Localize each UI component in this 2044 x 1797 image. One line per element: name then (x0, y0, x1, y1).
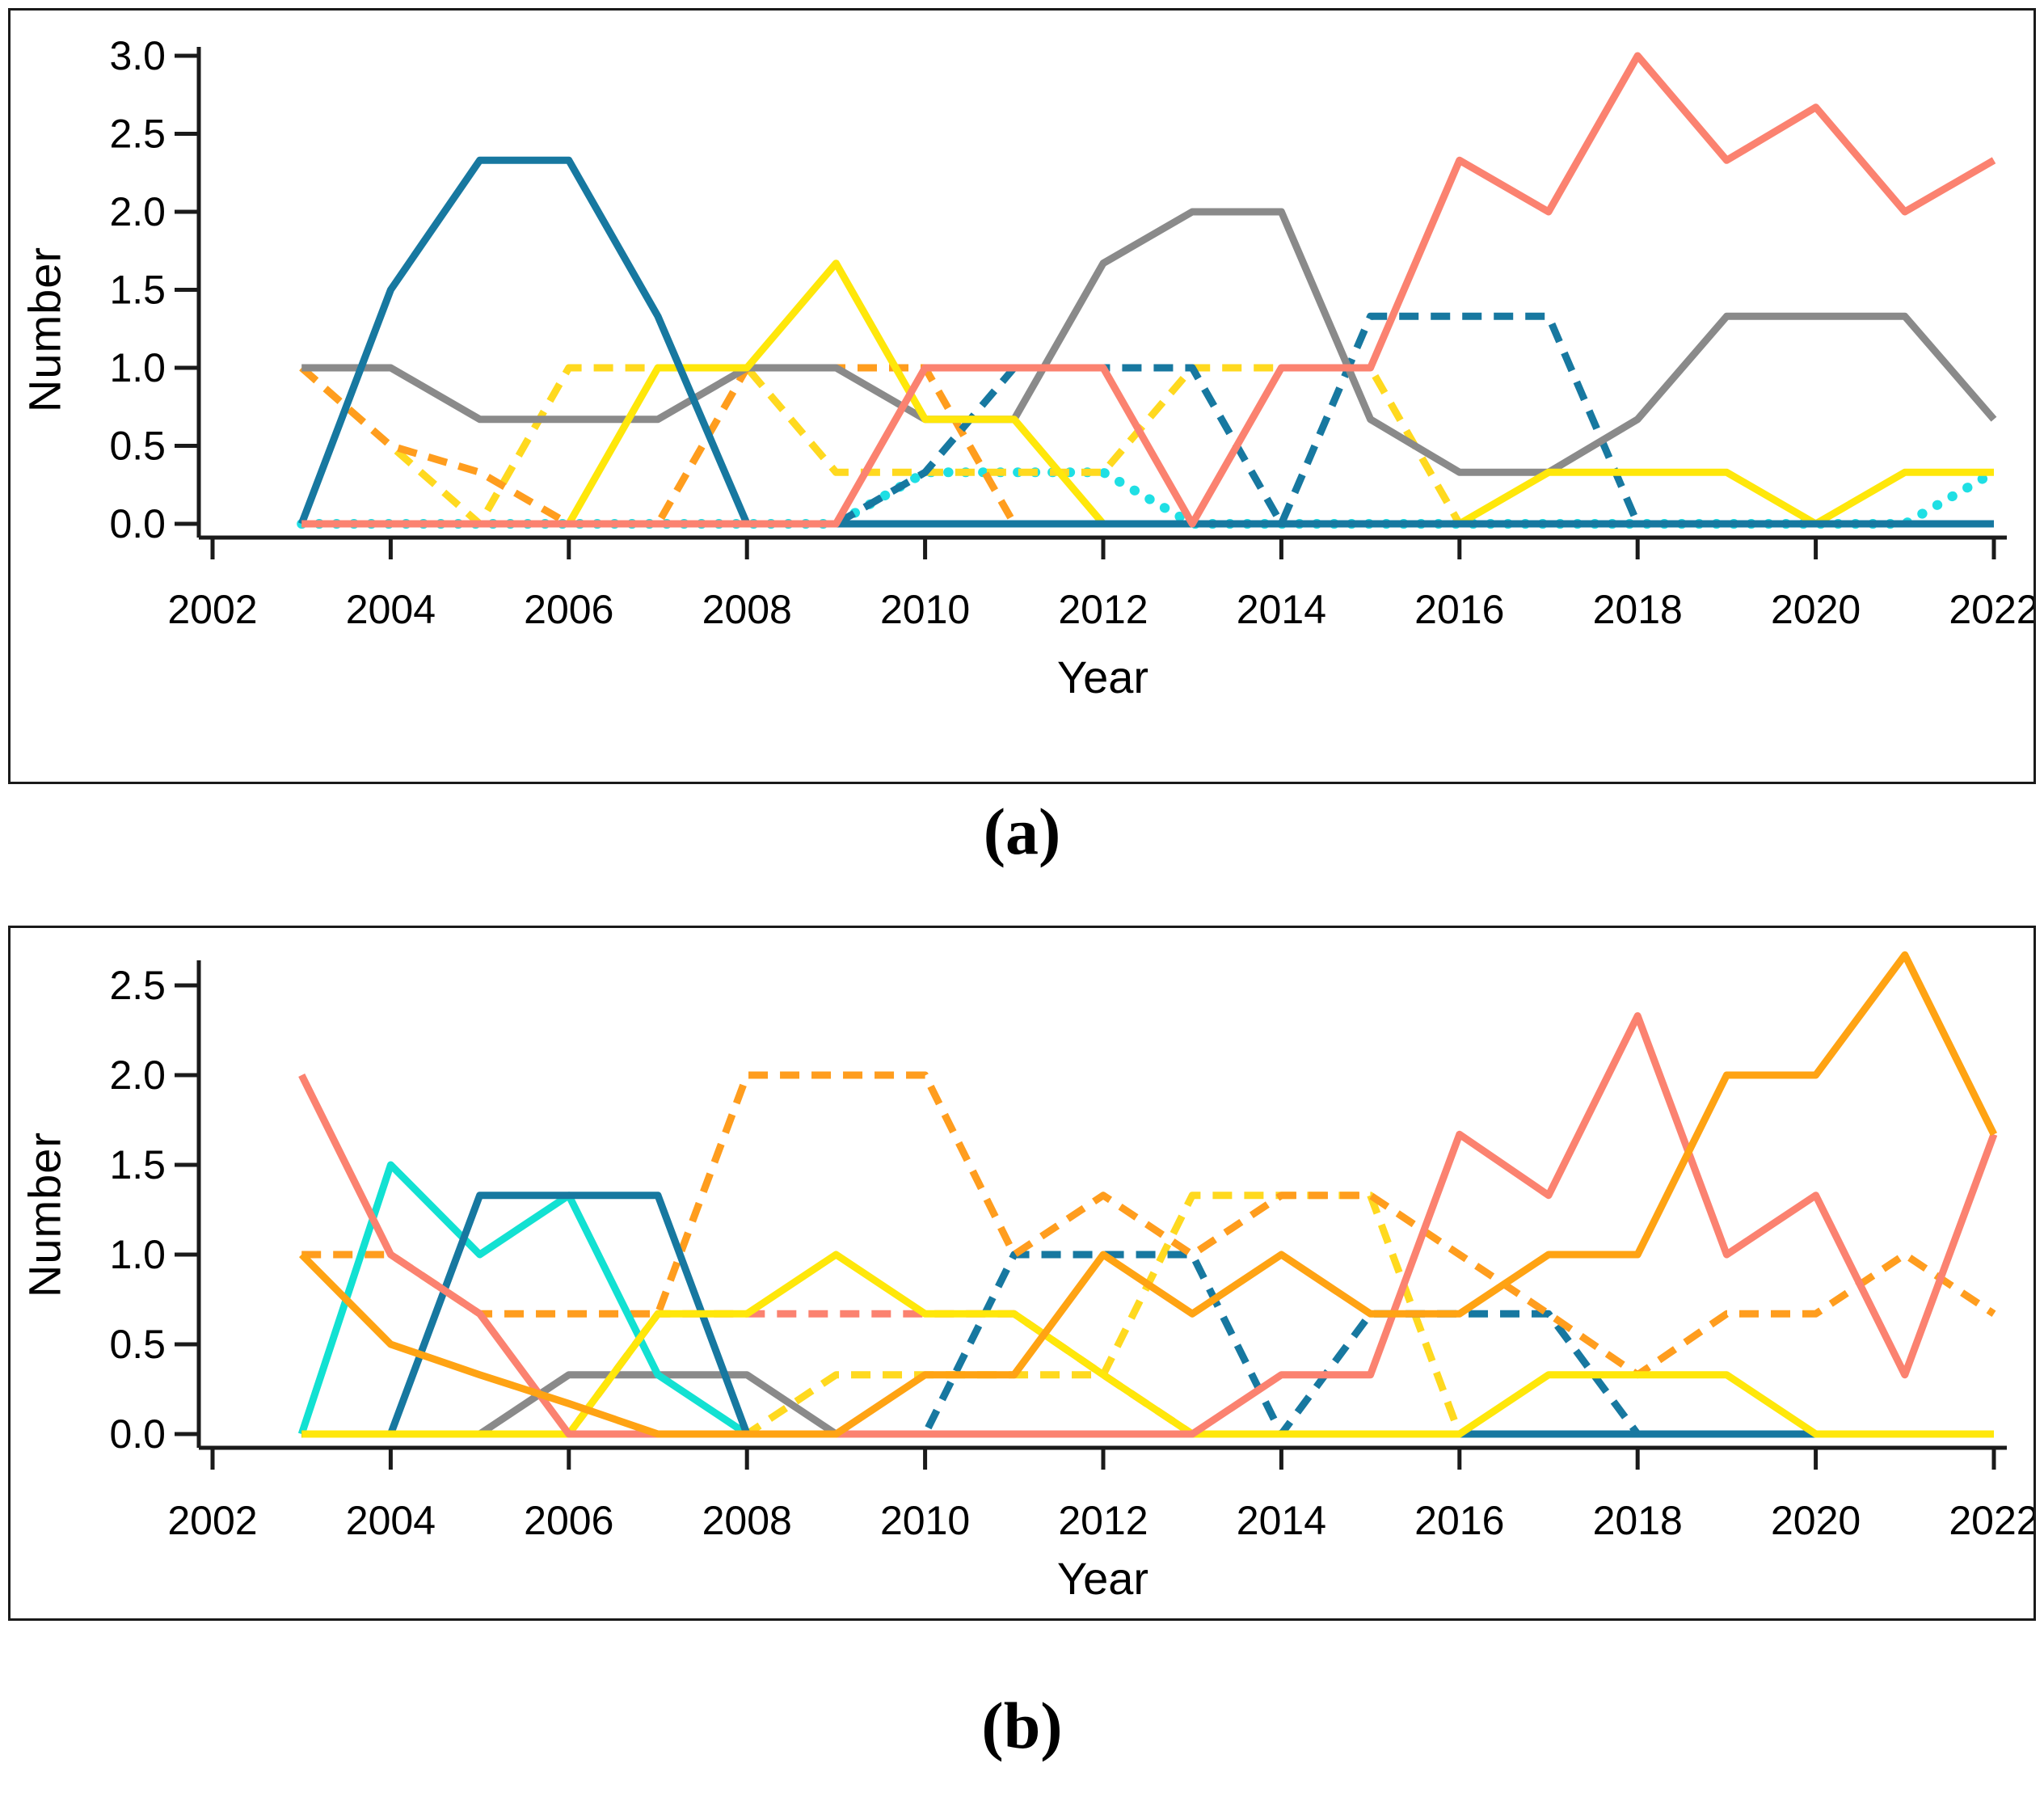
x-tick-label: 2006 (524, 1498, 613, 1543)
panel-b-y-axis-label: Number (19, 1131, 70, 1298)
x-tick-label: 2020 (1771, 1498, 1861, 1543)
series-salmon-solid (298, 1012, 1998, 1438)
x-tick-label: 2014 (1237, 587, 1326, 632)
y-tick-label: 0.5 (109, 424, 166, 469)
series-blue-dashed (301, 1251, 1994, 1438)
series-yellow-solid (301, 1251, 1994, 1438)
panel-b-plot: 0.0 0.5 1.0 1.5 2.0 2.5 2002 2004 2006 2008 2010 20… (109, 951, 2033, 1543)
panel-b-caption: (b) (981, 1689, 1063, 1762)
y-tick-label: 1.5 (109, 268, 166, 313)
panel-b: 0.0 0.5 1.0 1.5 2.0 2.5 2002 2004 2006 2008 2010 20… (8, 926, 2036, 1621)
axes (196, 47, 2007, 540)
panel-a-x-axis-label: Year (1056, 652, 1149, 702)
series-orange-dashed (301, 1071, 1996, 1379)
x-tick-label: 2002 (167, 1498, 257, 1543)
y-tick-label: 1.0 (109, 345, 166, 390)
series-orange-solid (299, 951, 1998, 1438)
x-tick-label: 2004 (346, 1498, 436, 1543)
x-tick-label: 2022 (1949, 1498, 2033, 1543)
x-tick-label: 2020 (1771, 587, 1861, 632)
x-tick-label: 2012 (1058, 587, 1148, 632)
y-tick-label: 0.5 (109, 1322, 166, 1367)
x-tick-label: 2002 (167, 587, 257, 632)
y-tick-label: 0.0 (109, 1411, 166, 1457)
series-cyan-solid (297, 1161, 1994, 1438)
y-tick-label: 2.0 (109, 1052, 166, 1098)
panel-a-caption: (a) (983, 795, 1061, 868)
series-blue-solid (297, 156, 1994, 528)
x-tick-label: 2016 (1414, 587, 1504, 632)
y-tick-label: 3.0 (109, 33, 166, 78)
panel-a: 0.0 0.5 1.0 1.5 2.0 2.5 3.0 2002 2004 2006 2008 201… (8, 8, 2036, 784)
x-tick-label: 2008 (702, 1498, 792, 1543)
x-tick-label: 2018 (1593, 587, 1683, 632)
y-tick-label: 1.0 (109, 1232, 166, 1277)
y-tick-label: 2.0 (109, 189, 166, 234)
series-salmon-solid (301, 52, 1996, 528)
x-tick-label: 2012 (1058, 1498, 1148, 1543)
panel-b-x-axis-label: Year (1056, 1553, 1149, 1604)
panel-a-plot: 0.0 0.5 1.0 1.5 2.0 2.5 3.0 2002 2004 2006 2008 201… (109, 33, 2033, 632)
x-tick-label: 2008 (702, 587, 792, 632)
y-tick-label: 0.0 (109, 501, 166, 546)
x-tick-label: 2018 (1593, 1498, 1683, 1543)
x-tick-label: 2022 (1949, 587, 2033, 632)
x-tick-label: 2004 (346, 587, 436, 632)
y-tick-label: 2.5 (109, 112, 166, 157)
y-tick-label: 1.5 (109, 1142, 166, 1187)
x-tick-label: 2016 (1414, 1498, 1504, 1543)
series-gray-solid (301, 208, 1997, 476)
x-tick-label: 2006 (524, 587, 613, 632)
x-tick-label: 2014 (1237, 1498, 1326, 1543)
x-tick-label: 2010 (880, 587, 970, 632)
x-tick-label: 2010 (880, 1498, 970, 1543)
panel-a-y-axis-label: Number (19, 246, 70, 413)
y-tick-label: 2.5 (109, 963, 166, 1008)
